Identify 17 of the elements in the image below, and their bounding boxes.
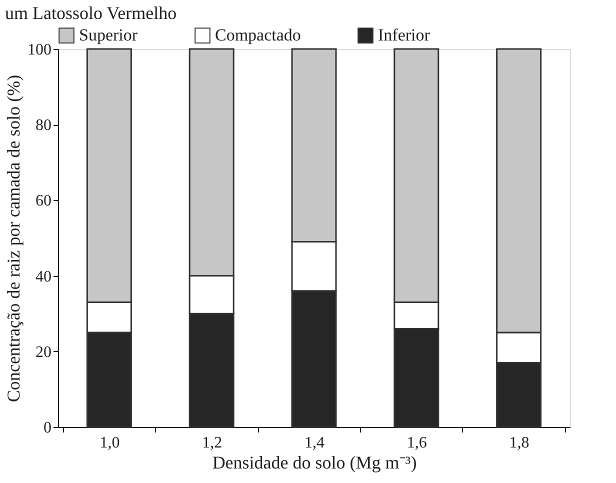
legend-label: Compactado — [215, 26, 301, 45]
x-axis-title: Densidade do solo (Mg m⁻³) — [212, 452, 417, 472]
x-tick-label: 1,8 — [509, 434, 530, 452]
x-tick-label: 1,4 — [304, 434, 324, 452]
chart-title: um Latossolo Vermelho — [5, 3, 177, 23]
y-tick-label: 20 — [36, 344, 52, 361]
x-tick-label: 1,0 — [100, 434, 120, 452]
y-tick-label: 80 — [36, 117, 52, 134]
y-tick-label: 60 — [36, 192, 52, 210]
y-axis-title: Concentração de raiz por camada de solo (%) — [4, 74, 24, 402]
legend-label: Superior — [79, 26, 138, 45]
legend-label: Inferior — [378, 26, 430, 45]
x-tick-label: 1,6 — [406, 434, 427, 452]
y-tick-label: 100 — [28, 42, 52, 58]
x-tick-label: 1,2 — [202, 434, 222, 452]
y-tick-label: 40 — [36, 268, 52, 286]
y-tick-label: 0 — [44, 420, 52, 436]
